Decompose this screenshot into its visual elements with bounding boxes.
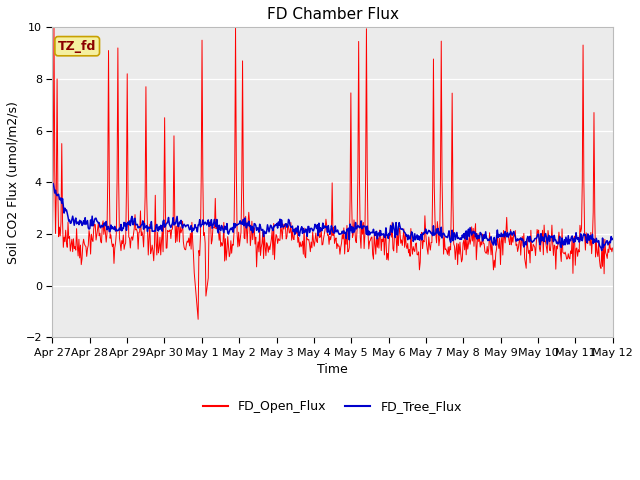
- Title: FD Chamber Flux: FD Chamber Flux: [266, 7, 399, 22]
- Y-axis label: Soil CO2 Flux (umol/m2/s): Soil CO2 Flux (umol/m2/s): [7, 101, 20, 264]
- Legend: FD_Open_Flux, FD_Tree_Flux: FD_Open_Flux, FD_Tree_Flux: [198, 395, 467, 418]
- X-axis label: Time: Time: [317, 363, 348, 376]
- Text: TZ_fd: TZ_fd: [58, 40, 97, 53]
